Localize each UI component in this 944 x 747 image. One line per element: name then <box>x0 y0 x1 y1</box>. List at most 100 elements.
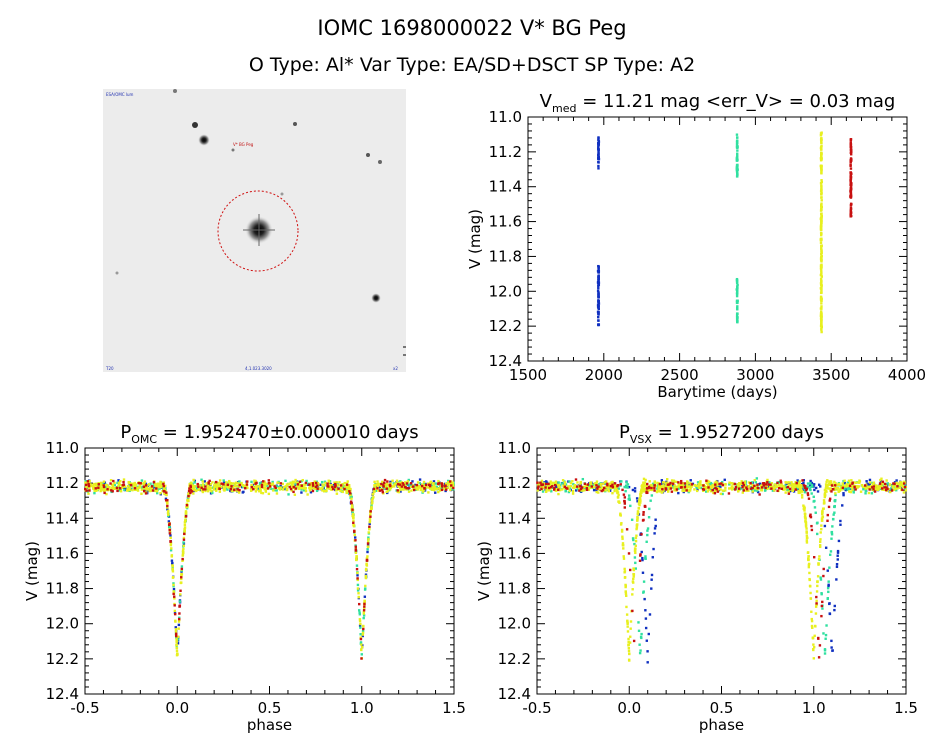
data-point <box>867 491 871 495</box>
data-point <box>311 482 315 485</box>
data-point <box>768 481 771 484</box>
data-point <box>220 485 223 489</box>
data-point <box>537 485 540 488</box>
data-point <box>539 481 542 484</box>
data-point <box>737 487 741 490</box>
data-point <box>234 481 237 485</box>
data-point <box>820 249 823 252</box>
data-point <box>633 542 636 546</box>
data-point <box>849 196 853 199</box>
data-point <box>337 487 340 490</box>
data-point <box>820 279 823 283</box>
data-point <box>365 558 369 562</box>
data-point <box>111 485 115 488</box>
x-tick-label: 2500 <box>661 366 699 384</box>
data-point <box>362 606 366 610</box>
data-point <box>819 227 823 230</box>
data-point <box>544 480 548 483</box>
data-point <box>843 479 846 482</box>
data-point <box>600 489 603 493</box>
data-point <box>718 482 721 486</box>
data-point <box>631 593 634 596</box>
data-point <box>359 626 362 629</box>
data-point <box>276 481 279 484</box>
data-point <box>812 483 816 486</box>
data-point <box>177 617 181 621</box>
data-point <box>619 513 622 516</box>
data-point <box>820 527 823 531</box>
data-point <box>364 576 368 580</box>
x-tick-label: 3000 <box>736 366 774 384</box>
data-point <box>860 483 864 487</box>
data-point <box>344 485 347 488</box>
data-point <box>189 489 193 492</box>
data-point <box>721 489 725 492</box>
data-point <box>360 646 364 649</box>
y-tick-label: 11.0 <box>489 108 522 126</box>
data-point <box>743 480 747 483</box>
data-point <box>88 487 91 491</box>
data-point <box>597 491 600 494</box>
data-point <box>187 494 190 498</box>
data-point <box>192 478 195 482</box>
data-point <box>848 490 852 493</box>
chart-title-main: P <box>120 422 131 443</box>
data-point <box>204 485 207 488</box>
data-point <box>817 637 820 640</box>
data-point <box>275 485 279 488</box>
data-point <box>400 485 403 488</box>
data-point <box>200 478 203 481</box>
data-point <box>144 484 148 487</box>
data-point <box>805 534 809 537</box>
data-point <box>670 490 674 493</box>
data-point <box>356 577 359 580</box>
data-point <box>554 480 558 483</box>
data-point <box>116 481 119 485</box>
data-point <box>572 483 575 486</box>
image-label-bottom-right: x2 <box>393 366 398 371</box>
data-point <box>736 287 739 291</box>
data-point <box>798 490 802 493</box>
data-point <box>226 483 230 486</box>
data-point <box>714 483 717 486</box>
data-point <box>820 275 823 278</box>
data-point <box>134 483 138 486</box>
data-point <box>641 556 644 560</box>
data-point <box>648 613 652 616</box>
data-point <box>743 481 747 485</box>
data-point <box>277 487 280 490</box>
data-point <box>720 482 723 485</box>
data-point <box>204 489 207 493</box>
data-point <box>233 484 237 488</box>
data-point <box>853 485 856 489</box>
data-point <box>640 491 643 494</box>
data-point <box>293 493 297 496</box>
data-point <box>787 481 790 484</box>
data-point <box>547 482 550 486</box>
data-point <box>131 488 134 492</box>
data-point <box>284 479 287 483</box>
data-point <box>648 507 651 511</box>
data-point <box>764 483 768 486</box>
data-point <box>686 481 689 485</box>
data-point <box>719 485 722 488</box>
data-point <box>314 481 318 485</box>
data-point <box>806 492 810 495</box>
data-point <box>335 489 338 492</box>
data-point <box>356 574 359 577</box>
data-point <box>795 481 798 485</box>
data-point <box>271 482 275 485</box>
data-point <box>366 542 370 545</box>
data-point <box>880 487 884 490</box>
data-point <box>839 519 842 523</box>
data-point <box>92 486 95 489</box>
data-point <box>376 480 379 483</box>
data-point <box>304 481 308 485</box>
data-point <box>322 484 326 487</box>
data-point <box>365 562 368 565</box>
data-point <box>346 490 350 493</box>
data-point <box>885 479 888 482</box>
data-point <box>819 485 822 488</box>
data-point <box>813 634 816 638</box>
data-point <box>613 489 616 493</box>
